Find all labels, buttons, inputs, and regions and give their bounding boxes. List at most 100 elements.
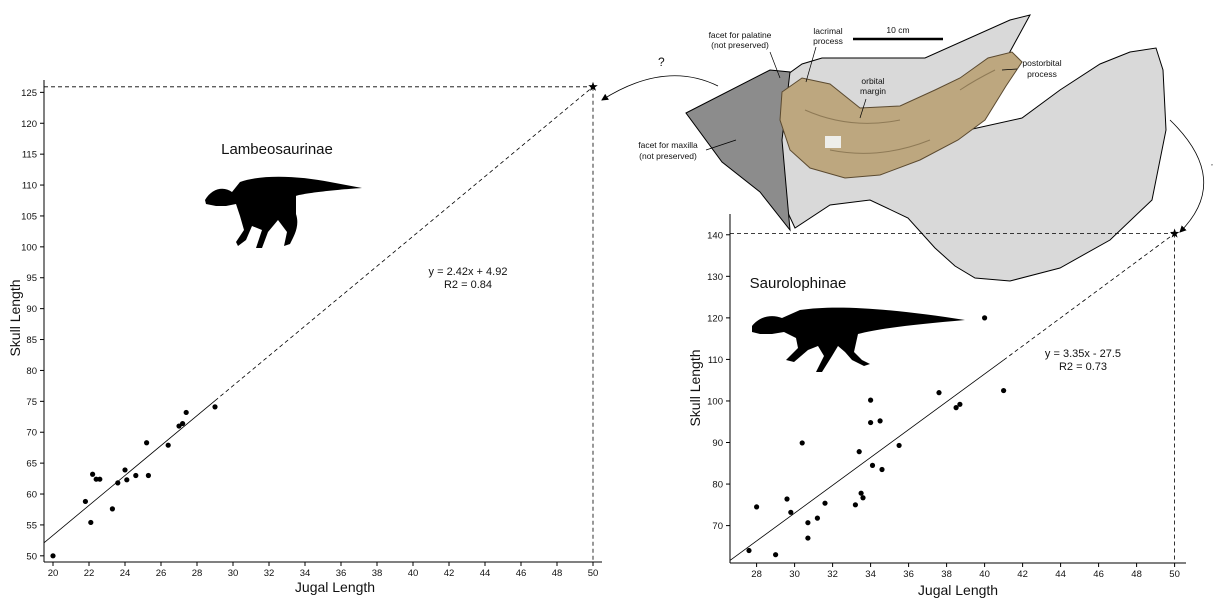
data-point <box>773 552 779 558</box>
question-mark: ? <box>658 55 665 69</box>
data-point <box>165 442 171 448</box>
x-tick-label: 34 <box>300 568 311 579</box>
x-tick-label: 32 <box>264 568 275 579</box>
orbital-leader <box>859 98 867 119</box>
lacrimal-label-2: process <box>813 36 843 46</box>
chart-title: Lambeosaurinae <box>221 141 333 158</box>
orbital-label-1: orbital <box>861 76 884 86</box>
maxilla-label-1: facet for maxilla <box>638 140 698 150</box>
x-tick-label: 48 <box>1131 569 1142 580</box>
y-axis-title: Skull Length <box>687 349 703 426</box>
guide-group <box>43 86 594 562</box>
bone-texture <box>804 69 996 154</box>
y-tick-label: 70 <box>26 428 37 439</box>
data-point <box>109 506 115 512</box>
data-point <box>82 498 88 505</box>
y-tick-label: 70 <box>712 521 723 532</box>
mark-group <box>50 81 598 559</box>
data-point <box>183 409 189 416</box>
palatine-label-1: facet for palatine <box>709 30 772 40</box>
x-axis-title: Jugal Length <box>918 582 998 598</box>
lambeosaurinae-chart: 20 22 24 26 28 30 32 34 36 38 40 42 44 46 48 50 50 55 60 65… <box>7 80 602 595</box>
data-point <box>212 404 218 410</box>
y-tick-label: 95 <box>26 273 37 284</box>
predicted-point-star <box>588 81 598 91</box>
regression-line <box>729 359 1004 561</box>
arrow-to-lambeosaurinae <box>601 75 719 101</box>
y-tick-label: 90 <box>712 438 723 449</box>
data-point <box>746 547 752 554</box>
x-tick-label: 28 <box>192 568 203 579</box>
x-tick-label: 30 <box>789 569 800 580</box>
x-tick-label: 50 <box>588 568 599 579</box>
lacrimal-leader <box>805 46 817 83</box>
y-tick-label: 85 <box>26 335 37 346</box>
data-point <box>180 420 186 427</box>
bone-matrix-patch <box>825 136 841 148</box>
jugal-specimen-figure: 10 cm facet for palatine (not preserved)… <box>601 14 1213 282</box>
saurolophinae-chart: 28 30 32 34 36 38 40 42 44 46 48 50 70 80 90 100 110 120 1… <box>687 214 1186 598</box>
data-point <box>90 471 96 477</box>
data-point <box>115 480 121 486</box>
tick-group: 28 30 32 34 36 38 40 42 44 46 48 50 70 80 90 100 110 120 1… <box>707 230 1180 580</box>
y-axis-title: Skull Length <box>7 279 23 356</box>
palatine-leader <box>769 51 781 79</box>
predicted-point-star <box>1169 228 1180 238</box>
data-point <box>805 535 811 541</box>
y-tick-label: 115 <box>22 150 37 161</box>
x-tick-label: 40 <box>408 568 419 579</box>
y-tick-label: 110 <box>708 355 723 366</box>
y-tick-label: 105 <box>21 211 37 222</box>
data-point <box>799 440 805 446</box>
data-point <box>896 442 902 449</box>
postorbital-label-2: process <box>1027 69 1057 79</box>
data-point <box>822 500 828 506</box>
data-point <box>868 397 874 403</box>
y-tick-label: 80 <box>712 480 723 491</box>
x-tick-label: 36 <box>903 569 914 580</box>
postorbital-label-1: postorbital <box>1022 58 1061 68</box>
x-tick-label: 36 <box>336 568 347 579</box>
lacrimal-label-1: lacrimal <box>813 26 842 36</box>
y-tick-label: 100 <box>707 396 723 407</box>
data-point <box>122 467 128 473</box>
x-tick-label: 38 <box>941 569 952 580</box>
x-axis-title: Jugal Length <box>295 579 375 595</box>
data-point <box>852 502 859 508</box>
tick-group: 20 22 24 26 28 30 32 34 36 38 40 42 44 46 48 50 50 55 60 65… <box>21 88 598 579</box>
orbital-label-2: margin <box>860 86 886 96</box>
x-tick-label: 50 <box>1169 569 1180 580</box>
scale-bar-label: 10 cm <box>886 25 909 35</box>
data-point <box>869 462 876 468</box>
data-point <box>957 401 963 407</box>
x-tick-label: 46 <box>516 568 527 579</box>
regression-extrapolation <box>1003 233 1175 361</box>
data-point <box>145 472 151 479</box>
data-point <box>805 520 811 526</box>
data-point <box>936 390 942 396</box>
y-tick-label: 120 <box>21 119 37 130</box>
x-tick-label: 42 <box>1017 569 1028 580</box>
data-point <box>788 509 794 515</box>
palatine-label-2: (not preserved) <box>711 40 769 50</box>
data-point <box>868 419 874 426</box>
x-tick-label: 26 <box>156 568 167 579</box>
chart-title: Saurolophinae <box>750 275 847 292</box>
mark-group <box>746 228 1180 558</box>
x-tick-label: 38 <box>372 568 383 579</box>
arrow-tick-mark: ’ <box>1211 162 1213 172</box>
y-tick-label: 100 <box>21 242 37 253</box>
y-tick-label: 110 <box>22 181 37 192</box>
x-tick-label: 40 <box>979 569 990 580</box>
y-tick-label: 120 <box>707 313 723 324</box>
x-tick-label: 24 <box>120 568 131 579</box>
r-squared: R2 = 0.84 <box>444 279 492 291</box>
data-point <box>814 515 821 521</box>
data-point <box>93 476 99 482</box>
data-point <box>879 466 885 473</box>
saurolophine-silhouette <box>752 307 965 372</box>
data-point <box>88 519 94 526</box>
data-point <box>858 490 864 496</box>
regression-equation: y = 3.35x - 27.5 <box>1045 348 1121 360</box>
